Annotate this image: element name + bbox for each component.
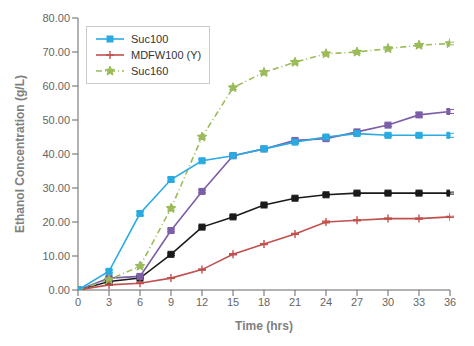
svg-text:50.00: 50.00 bbox=[42, 114, 70, 126]
svg-text:15: 15 bbox=[227, 296, 239, 308]
svg-text:27: 27 bbox=[351, 296, 363, 308]
svg-text:6: 6 bbox=[137, 296, 143, 308]
svg-text:12: 12 bbox=[196, 296, 208, 308]
svg-text:Ethanol Concentration (g/L): Ethanol Concentration (g/L) bbox=[13, 75, 27, 233]
html-text:Suc160: Suc160 bbox=[131, 65, 169, 77]
svg-text:10.00: 10.00 bbox=[42, 250, 70, 262]
svg-text:80.00: 80.00 bbox=[42, 12, 70, 24]
svg-text:24: 24 bbox=[320, 296, 332, 308]
svg-text:18: 18 bbox=[258, 296, 270, 308]
svg-text:33: 33 bbox=[413, 296, 425, 308]
svg-text:0.00: 0.00 bbox=[49, 284, 70, 296]
svg-text:60.00: 60.00 bbox=[42, 80, 70, 92]
svg-text:0: 0 bbox=[75, 296, 81, 308]
svg-text:20.00: 20.00 bbox=[42, 216, 70, 228]
svg-text:9: 9 bbox=[168, 296, 174, 308]
svg-text:40.00: 40.00 bbox=[42, 148, 70, 160]
svg-text:Time (hrs): Time (hrs) bbox=[235, 319, 293, 333]
svg-text:30: 30 bbox=[382, 296, 394, 308]
svg-text:36: 36 bbox=[444, 296, 456, 308]
svg-text:70.00: 70.00 bbox=[42, 46, 70, 58]
html-text:MDFW100 (Y): MDFW100 (Y) bbox=[131, 49, 202, 61]
svg-text:30.00: 30.00 bbox=[42, 182, 70, 194]
svg-text:21: 21 bbox=[289, 296, 301, 308]
svg-text:3: 3 bbox=[106, 296, 112, 308]
html-text:Suc100: Suc100 bbox=[131, 33, 169, 45]
